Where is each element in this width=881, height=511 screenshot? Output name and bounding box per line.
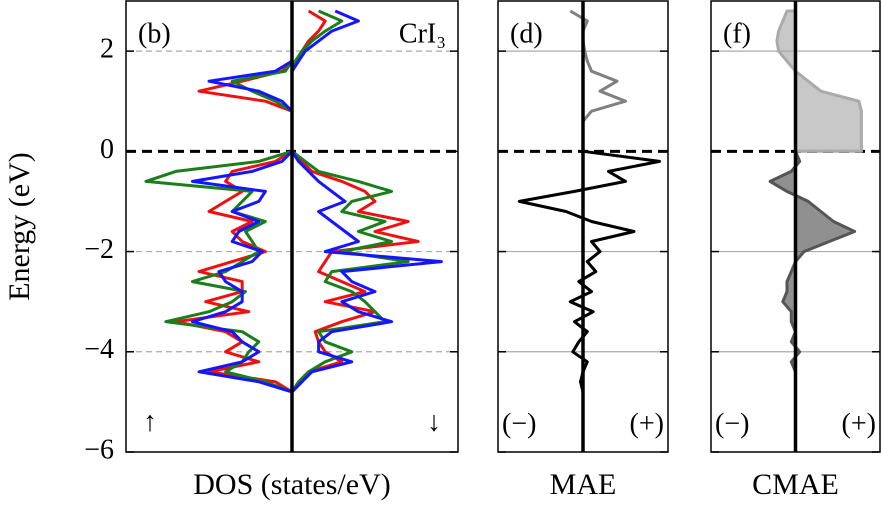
y-tick-label: −6 — [84, 434, 114, 465]
line — [144, 11, 294, 394]
material-label: CrI₃ — [399, 18, 446, 49]
y-tick-label: −2 — [84, 234, 114, 265]
panel-frame — [497, 0, 669, 453]
sign-label: (+) — [842, 408, 876, 439]
area — [775, 9, 863, 153]
spin-label: ↑ — [143, 406, 157, 437]
x-axis-label: CMAE — [752, 468, 839, 501]
line — [290, 9, 410, 393]
line — [190, 11, 294, 394]
y-tick-label: 0 — [100, 134, 114, 165]
area — [768, 149, 857, 394]
y-tick-label: −4 — [84, 334, 114, 365]
line — [517, 149, 661, 393]
sign-label: (+) — [630, 408, 664, 439]
sign-label: (−) — [715, 408, 749, 439]
line — [569, 9, 627, 152]
spin-label: ↓ — [427, 406, 441, 437]
panel-label: (f) — [723, 18, 751, 49]
y-axis-label: Energy (eV) — [3, 152, 36, 301]
x-axis-label: MAE — [550, 468, 617, 501]
panel-label: (d) — [510, 18, 543, 49]
sign-label: (−) — [502, 408, 536, 439]
x-axis-label: DOS (states/eV) — [193, 468, 390, 501]
panel-frame — [710, 0, 881, 453]
line — [290, 9, 443, 393]
panel-label: (b) — [138, 18, 171, 49]
y-tick-label: 2 — [100, 34, 114, 65]
panel-frame — [125, 0, 459, 453]
